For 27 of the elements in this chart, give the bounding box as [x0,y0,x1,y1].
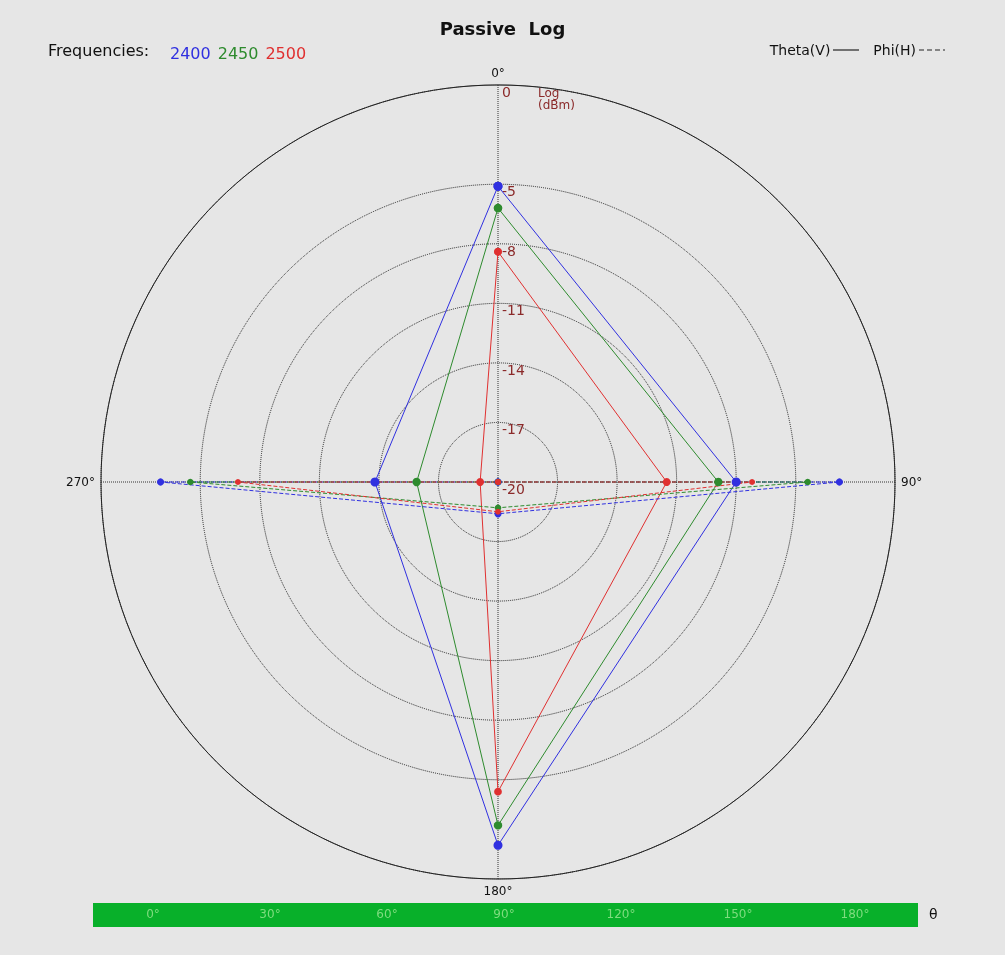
text: 0° [146,907,160,921]
legend-title: Frequencies: [48,40,150,60]
y-tick-label: 0 [502,84,511,100]
y-tick-label: -20 [502,481,525,497]
text: Phi(H) [873,42,916,58]
spoke-label: 0° [491,66,505,80]
spoke-label: 90° [901,475,923,489]
text: 2400 [170,43,211,63]
text: Log (dBm) [538,86,575,112]
text: 90° [493,907,515,921]
y-tick-label: -8 [502,242,516,259]
text: 60° [376,907,398,921]
text: 2450 [217,43,259,63]
y-tick-label: -11 [502,302,525,319]
y-tick-label: -5 [502,183,516,200]
chart-title: Passive Log [439,17,566,39]
text: 30° [259,907,281,921]
text: Theta(V) [769,42,831,58]
text: 120° [606,907,636,921]
spoke-label: 270° [66,475,95,489]
y-tick-label: -14 [502,361,525,378]
text: 180° [840,907,870,921]
text: 150° [723,907,753,921]
spoke-label: 180° [483,884,513,898]
text: 2500 [265,43,307,63]
text: θ [929,906,938,922]
y-tick-label: -17 [502,421,525,438]
